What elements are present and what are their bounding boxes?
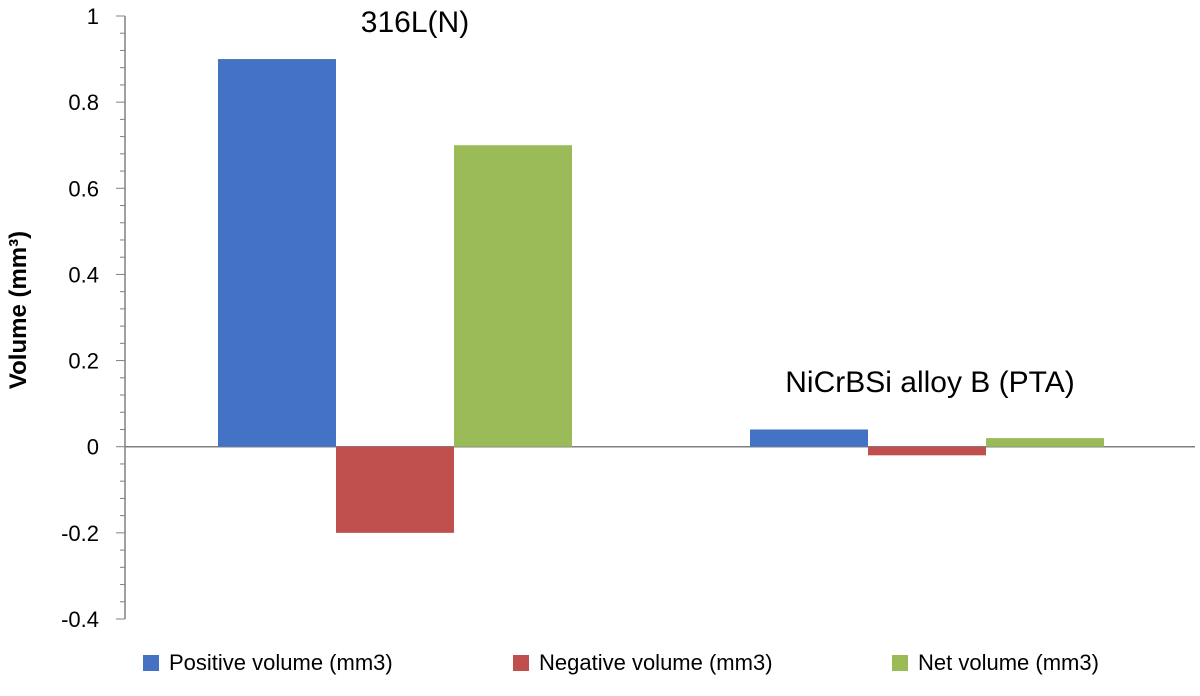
y-tick-label: 0.8 xyxy=(68,90,99,115)
legend: Positive volume (mm3) Negative volume (mm… xyxy=(143,650,1099,675)
y-tick-label: 1 xyxy=(87,4,99,29)
legend-swatch xyxy=(892,655,908,671)
y-tick-label: -0.4 xyxy=(61,607,99,632)
y-axis-label: Volume (mm³) xyxy=(5,231,32,389)
legend-label: Net volume (mm3) xyxy=(918,650,1099,675)
bars xyxy=(218,59,1104,533)
bar-negative-0 xyxy=(336,446,454,533)
bar-positive-0 xyxy=(218,59,336,447)
y-tick-label: 0.2 xyxy=(68,349,99,374)
category-label: NiCrBSi alloy B (PTA) xyxy=(785,366,1074,399)
legend-swatch xyxy=(143,655,159,671)
y-tick-label: 0.6 xyxy=(68,176,99,201)
category-label: 316L(N) xyxy=(361,6,469,39)
legend-label: Positive volume (mm3) xyxy=(169,650,393,675)
bar-net-0 xyxy=(454,145,572,447)
bar-positive-1 xyxy=(750,429,868,447)
legend-label: Negative volume (mm3) xyxy=(539,650,773,675)
bar-net-1 xyxy=(986,438,1104,447)
y-tick-label: -0.2 xyxy=(61,521,99,546)
legend-swatch xyxy=(513,655,529,671)
y-tick-label: 0 xyxy=(87,435,99,460)
bar-negative-1 xyxy=(868,446,986,456)
y-tick-label: 0.4 xyxy=(68,262,99,287)
category-labels: 316L(N) NiCrBSi alloy B (PTA) xyxy=(361,6,1075,399)
